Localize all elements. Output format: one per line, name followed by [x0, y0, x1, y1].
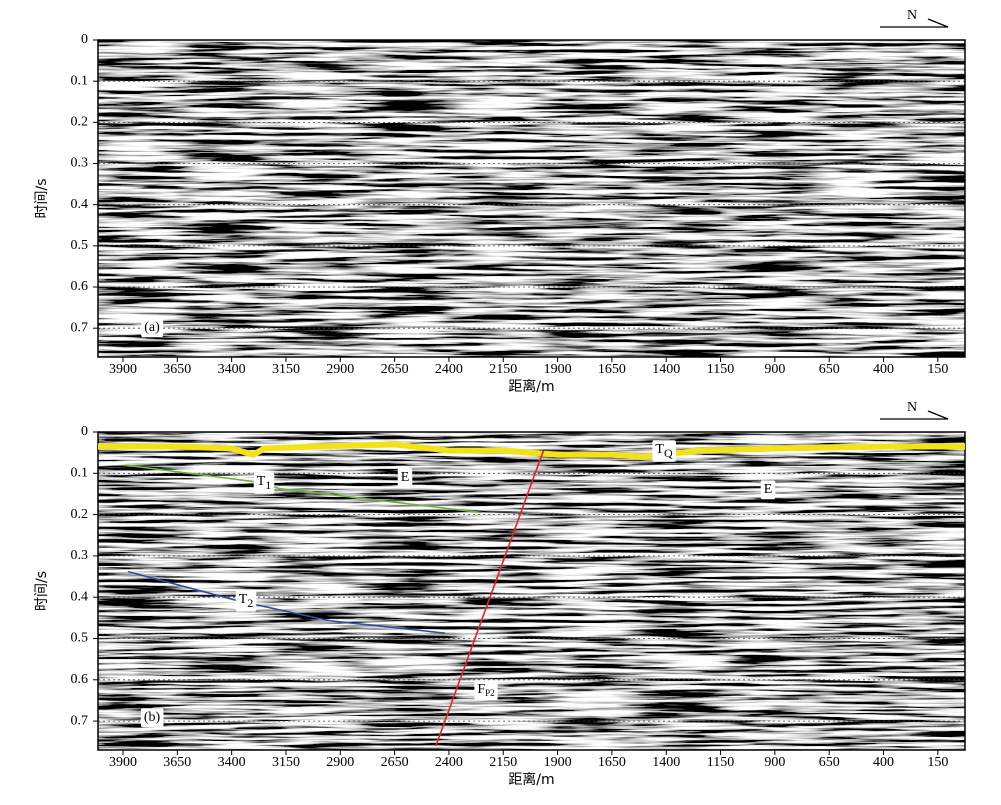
x-tick-label: 900: [764, 362, 785, 377]
label-box: [760, 480, 776, 500]
y-tick-label: 0.7: [71, 320, 89, 335]
x-tick-label: 1150: [707, 362, 734, 377]
x-tick-label: 400: [873, 362, 894, 377]
y-tick-label: 0.5: [71, 238, 89, 253]
label-box: [140, 708, 164, 728]
x-tick-label: 3400: [218, 362, 246, 377]
region-label: E: [401, 470, 410, 485]
label-box: [652, 440, 676, 462]
label-box: [141, 318, 164, 338]
horizon-label-main: T: [239, 592, 248, 607]
seismic-image: [98, 40, 965, 357]
x-axis-title: 距离/m: [508, 378, 554, 395]
horizon-label: TQ: [655, 442, 673, 460]
y-tick-label: 0.4: [71, 589, 89, 604]
x-tick-label: 3650: [163, 362, 191, 377]
y-axis-title: 时间/s: [34, 178, 50, 218]
label-box: [253, 472, 275, 494]
region-label: E: [764, 482, 773, 497]
horizon-label-sub: Q: [664, 446, 673, 460]
y-tick-label: 0.2: [71, 507, 89, 522]
y-tick-label: 0.6: [71, 279, 89, 294]
x-axis-title: 距离/m: [508, 771, 554, 788]
x-tick-label: 2150: [489, 362, 517, 377]
horizon-line: [435, 450, 545, 747]
x-tick-label: 150: [927, 362, 948, 377]
north-label: N: [907, 400, 917, 415]
x-tick-label: 1900: [544, 755, 572, 770]
label-box: [474, 680, 498, 701]
y-tick-label: 0: [81, 32, 88, 47]
x-tick-label: 3900: [109, 362, 137, 377]
y-tick-label: 0.6: [71, 672, 89, 687]
horizon-label-sub: P2: [485, 688, 495, 698]
x-tick-label: 3150: [272, 362, 300, 377]
x-tick-label: 1650: [598, 755, 626, 770]
horizon-line: [127, 570, 446, 634]
x-tick-label: 2400: [435, 755, 463, 770]
x-tick-label: 650: [819, 755, 840, 770]
y-tick-label: 0.4: [71, 197, 89, 212]
horizon-label: FP2: [477, 682, 494, 698]
label-box: [397, 468, 413, 488]
y-tick-label: 0.7: [71, 713, 89, 728]
north-arrow: [880, 18, 949, 28]
north-label: N: [907, 8, 917, 23]
panel-label: (a): [144, 320, 160, 335]
seismic-image: [98, 432, 965, 750]
horizon-label-sub: 1: [265, 478, 271, 492]
panel-label: (b): [144, 710, 161, 725]
y-axis-title: 时间/s: [34, 571, 50, 611]
plot-frame: [97, 431, 966, 751]
y-tick-label: 0.3: [71, 548, 89, 563]
x-tick-label: 400: [873, 755, 894, 770]
north-arrow: [880, 410, 949, 420]
x-tick-label: 1150: [707, 755, 734, 770]
x-tick-label: 2650: [381, 755, 409, 770]
horizon-label: T1: [257, 474, 272, 492]
x-tick-label: 1900: [544, 362, 572, 377]
horizon-label-sub: 2: [247, 596, 253, 610]
x-tick-label: 2150: [489, 755, 517, 770]
label-box: [235, 590, 257, 612]
x-tick-label: 1650: [598, 362, 626, 377]
horizon-label-main: T: [257, 474, 266, 489]
y-tick-label: 0.5: [71, 631, 89, 646]
x-tick-label: 150: [927, 755, 948, 770]
x-tick-label: 650: [819, 362, 840, 377]
x-tick-label: 2900: [326, 362, 354, 377]
plot-frame: [97, 39, 966, 358]
annotations: (a): [141, 318, 164, 338]
y-tick-label: 0.1: [71, 466, 89, 481]
x-tick-label: 1400: [652, 755, 680, 770]
x-tick-label: 3400: [218, 755, 246, 770]
x-tick-label: 900: [764, 755, 785, 770]
x-tick-label: 2400: [435, 362, 463, 377]
y-tick-label: 0: [81, 424, 88, 439]
y-tick-label: 0.3: [71, 156, 89, 171]
x-tick-label: 2900: [326, 755, 354, 770]
horizon-label-main: T: [655, 442, 664, 457]
horizon-label-main: F: [477, 682, 485, 697]
x-tick-label: 3900: [109, 755, 137, 770]
y-tick-label: 0.1: [71, 73, 89, 88]
x-tick-label: 3650: [163, 755, 191, 770]
x-tick-label: 1400: [652, 362, 680, 377]
x-tick-label: 3150: [272, 755, 300, 770]
y-tick-label: 0.2: [71, 115, 89, 130]
x-tick-label: 2650: [381, 362, 409, 377]
horizon-label: T2: [239, 592, 254, 610]
horizon-line: [98, 441, 965, 460]
